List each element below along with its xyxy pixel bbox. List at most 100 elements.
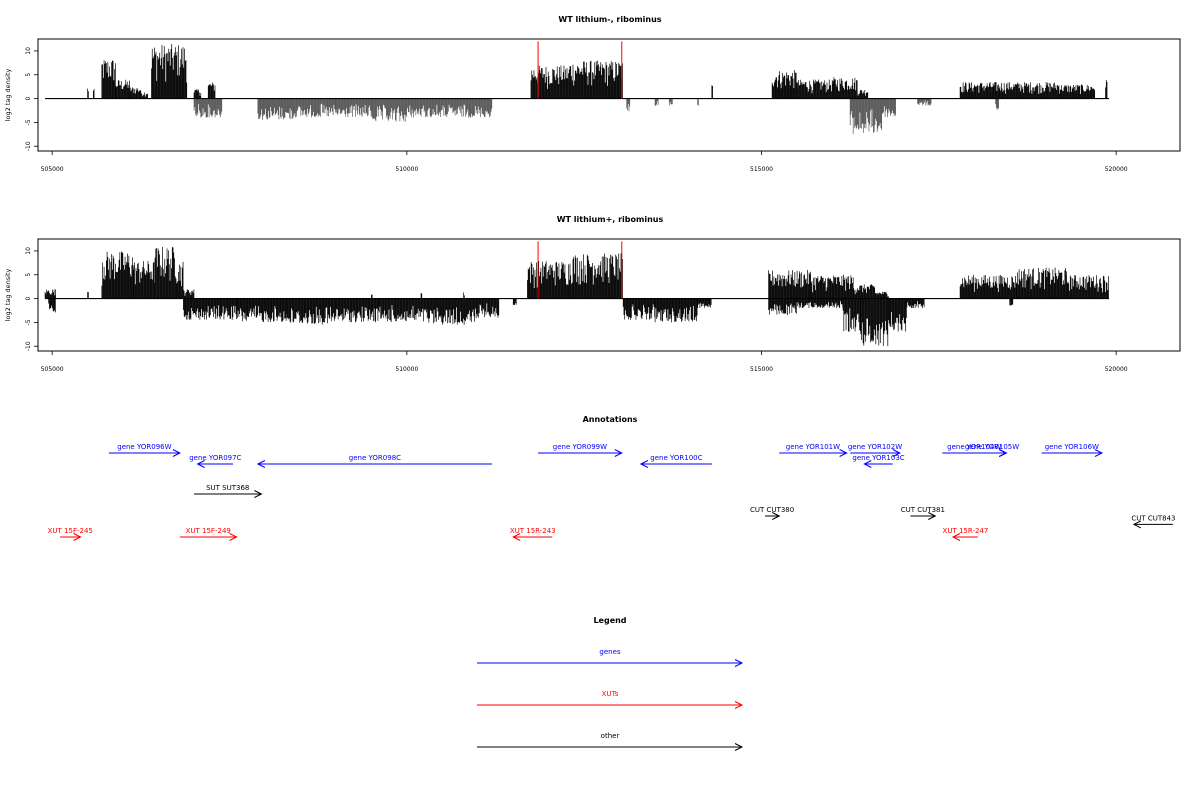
x-tick-label: 515000 xyxy=(750,366,773,373)
feature-label: XUT 15R-247 xyxy=(943,527,989,535)
feature-label: SUT SUT368 xyxy=(206,484,249,492)
x-tick-label: 505000 xyxy=(41,366,64,373)
y-tick-label: 0 xyxy=(25,96,32,100)
legend-arrow-head xyxy=(734,701,744,709)
legend-title: Legend xyxy=(593,616,626,625)
y-tick-label: 5 xyxy=(25,273,32,277)
signal-plus-strand xyxy=(87,43,1108,99)
panel-title: WT lithium+, ribominus xyxy=(557,215,664,224)
annotation-feature: XUT 15R-247 xyxy=(943,527,989,541)
feature-label: gene YOR102W xyxy=(848,443,902,451)
legend: Legend genes XUTs other xyxy=(477,616,744,751)
legend-label: genes xyxy=(599,648,620,656)
feature-arrow-head xyxy=(998,449,1008,457)
annotation-feature: gene YOR099W xyxy=(538,443,623,457)
feature-label: XUT 15F-245 xyxy=(48,527,93,535)
annotation-feature: gene YOR100C xyxy=(639,454,712,468)
x-tick-label: 515000 xyxy=(750,166,773,173)
feature-arrow-head xyxy=(614,449,623,457)
annotation-feature: gene YOR101W xyxy=(779,443,848,457)
axes: -10 -5 0 5 10 505000 510000 515000 520000 xyxy=(25,247,1128,373)
annotation-feature: CUT CUT843 xyxy=(1131,514,1175,529)
annotation-feature: SUT SUT368 xyxy=(194,484,263,498)
annotation-feature: gene YOR105W xyxy=(965,443,1019,457)
y-tick-label: 10 xyxy=(25,247,32,255)
annotation-feature: gene YOR103C xyxy=(852,454,905,468)
y-tick-label: 10 xyxy=(25,47,32,55)
x-tick-label: 505000 xyxy=(41,166,64,173)
signal-plus-strand xyxy=(44,247,1109,299)
feature-arrow-head xyxy=(254,490,263,498)
annotation-feature: XUT 15R-243 xyxy=(510,527,556,541)
feature-label: gene YOR096W xyxy=(117,443,171,451)
legend-entry: other xyxy=(477,732,744,751)
y-tick-label: -5 xyxy=(25,319,32,325)
feature-label: gene YOR103C xyxy=(852,454,904,462)
y-tick-label: -5 xyxy=(25,119,32,125)
annotation-items: gene YOR096W gene YOR097C gene YOR098C gene… xyxy=(48,443,1175,541)
annotation-feature: CUT CUT380 xyxy=(750,506,794,520)
feature-arrow-head xyxy=(73,533,82,541)
y-tick-label: 0 xyxy=(25,296,32,300)
y-tick-label: -10 xyxy=(25,341,32,351)
legend-entry: XUTs xyxy=(477,690,744,709)
feature-arrow-head xyxy=(772,512,781,520)
legend-label: XUTs xyxy=(602,690,619,698)
signal-marks xyxy=(45,41,1110,134)
feature-label: gene YOR104W xyxy=(947,443,1001,451)
feature-label: CUT CUT381 xyxy=(901,506,945,514)
feature-label: gene YOR105W xyxy=(965,443,1019,451)
panel-title: WT lithium-, ribominus xyxy=(558,15,661,24)
feature-label: gene YOR101W xyxy=(786,443,840,451)
feature-arrow-head xyxy=(951,533,961,541)
annotation-feature: gene YOR096W xyxy=(108,443,181,457)
legend-entry: genes xyxy=(477,648,744,667)
legend-arrow-head xyxy=(734,659,744,667)
y-tick-label: -10 xyxy=(25,141,32,151)
annotation-feature: XUT 15F-245 xyxy=(48,527,93,541)
legend-label: other xyxy=(601,732,620,740)
feature-arrow-head xyxy=(256,460,266,468)
feature-label: XUT 15F-249 xyxy=(186,527,231,535)
x-tick-label: 510000 xyxy=(395,166,418,173)
x-tick-label: 510000 xyxy=(395,366,418,373)
feature-arrow-head xyxy=(1094,449,1104,457)
feature-label: gene YOR100C xyxy=(650,454,702,462)
annotation-feature: CUT CUT381 xyxy=(901,506,945,520)
feature-arrow-head xyxy=(172,449,181,457)
feature-label: XUT 15R-243 xyxy=(510,527,556,535)
feature-label: gene YOR106W xyxy=(1045,443,1099,451)
signal-marks xyxy=(44,241,1110,347)
feature-arrow-head xyxy=(928,512,937,520)
feature-label: gene YOR098C xyxy=(349,454,401,462)
feature-label: gene YOR097C xyxy=(189,454,241,462)
signal-minus-strand xyxy=(48,298,1014,347)
feature-arrow-head xyxy=(196,460,205,468)
feature-arrow-head xyxy=(229,533,238,541)
annotation-feature: gene YOR102W xyxy=(848,443,902,457)
y-axis-label: log2 tag density xyxy=(4,269,12,322)
annotation-feature: XUT 15F-249 xyxy=(179,527,238,541)
annotation-feature: gene YOR097C xyxy=(189,454,242,468)
feature-arrow-head xyxy=(863,460,872,468)
feature-arrow-head xyxy=(512,533,521,541)
x-tick-label: 520000 xyxy=(1105,166,1128,173)
axes: -10 -5 0 5 10 505000 510000 515000 520000 xyxy=(25,47,1128,173)
legend-items: genes XUTs other xyxy=(477,648,744,751)
annotation-feature: gene YOR098C xyxy=(256,454,492,468)
feature-arrow-head xyxy=(639,460,649,468)
feature-label: CUT CUT380 xyxy=(750,506,794,514)
signal-minus-strand xyxy=(193,98,999,134)
track-panel-lithium-minus: WT lithium-, ribominus log2 tag density … xyxy=(4,15,1181,173)
annotation-feature: gene YOR106W xyxy=(1041,443,1104,457)
feature-label: CUT CUT843 xyxy=(1131,514,1175,522)
feature-label: gene YOR099W xyxy=(553,443,607,451)
legend-arrow-head xyxy=(734,743,744,751)
annotations-title: Annotations xyxy=(583,415,638,424)
track-panel-lithium-plus: WT lithium+, ribominus log2 tag density … xyxy=(4,215,1181,373)
feature-arrow-head xyxy=(839,449,848,457)
feature-arrow-head xyxy=(892,449,901,457)
y-axis-label: log2 tag density xyxy=(4,69,12,122)
